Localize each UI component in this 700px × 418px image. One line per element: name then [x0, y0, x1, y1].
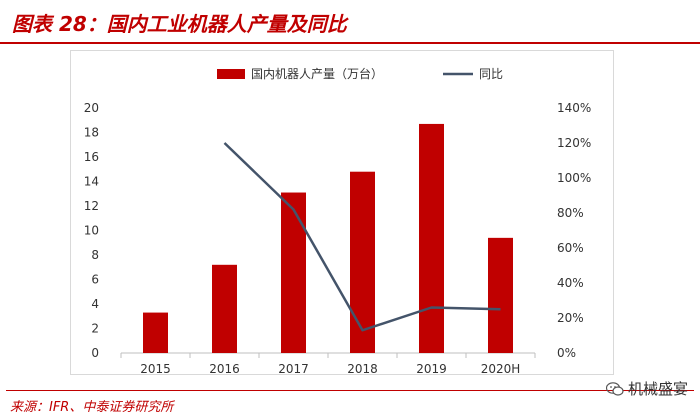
y-left-tick-label: 20: [84, 101, 99, 115]
source-note: 来源：IFR、中泰证券研究所: [10, 400, 174, 415]
watermark: 机械盛宴: [605, 378, 688, 399]
y-left-tick-label: 14: [84, 175, 99, 189]
y-right-tick-label: 100%: [557, 171, 591, 185]
bar: [212, 264, 237, 353]
bar: [488, 237, 513, 353]
source-divider: [6, 390, 694, 391]
y-left-tick-label: 6: [91, 273, 99, 287]
y-left-tick-label: 12: [84, 199, 99, 213]
legend-bar-label: 国内机器人产量（万台）: [251, 66, 383, 81]
x-tick-label: 2020H: [481, 362, 521, 376]
y-right-tick-label: 140%: [557, 101, 591, 115]
watermark-text: 机械盛宴: [627, 380, 688, 398]
y-right-tick-label: 0%: [557, 346, 576, 360]
y-left-tick-label: 16: [84, 150, 99, 164]
y-right-tick-label: 40%: [557, 276, 584, 290]
bar: [350, 171, 375, 353]
x-tick-label: 2018: [347, 362, 378, 376]
combo-chart: 0 2 4 6 8 10 12 14 16 18 20 0% 20% 40% 60% 80% 100% 120% 1…: [84, 66, 592, 376]
y-left-tick-label: 10: [84, 224, 99, 238]
chart-frame: 0 2 4 6 8 10 12 14 16 18 20 0% 20% 40% 60% 80% 100% 120% 1…: [70, 50, 614, 376]
bar: [281, 192, 306, 353]
y-left-tick-label: 8: [91, 248, 99, 262]
legend-line-label: 同比: [479, 67, 503, 81]
wechat-icon: [605, 381, 624, 396]
x-tick-label: 2017: [278, 362, 309, 376]
y-left-tick-label: 2: [91, 322, 99, 336]
y-right-tick-label: 80%: [557, 206, 584, 220]
y-left-tick-label: 18: [84, 126, 99, 140]
y-right-tick-label: 20%: [557, 311, 584, 325]
x-tick-label: 2016: [209, 362, 240, 376]
bar: [419, 123, 444, 353]
legend-bar-swatch: [217, 69, 245, 79]
x-tick-label: 2015: [140, 362, 171, 376]
title-bar: 图表 28：国内工业机器人产量及同比: [0, 0, 700, 44]
x-tick-label: 2019: [416, 362, 447, 376]
page-title: 图表 28：国内工业机器人产量及同比: [12, 12, 347, 36]
y-right-tick-label: 120%: [557, 136, 591, 150]
y-right-tick-label: 60%: [557, 241, 584, 255]
bar: [143, 312, 168, 353]
y-left-tick-label: 4: [91, 297, 99, 311]
y-left-tick-label: 0: [91, 346, 99, 360]
